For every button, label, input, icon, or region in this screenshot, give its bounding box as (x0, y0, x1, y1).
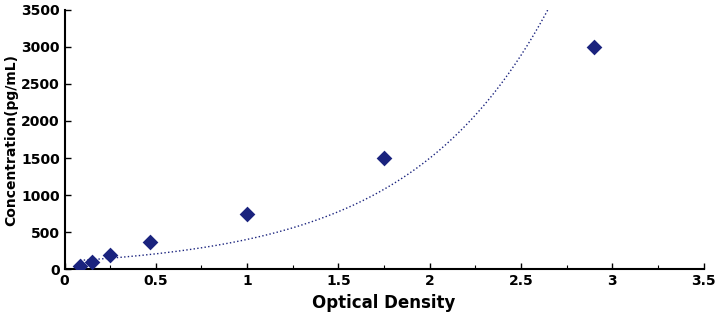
Point (104, 253, 116, 258)
Point (241, 211, 253, 216)
Y-axis label: Concentration(pg/mL): Concentration(pg/mL) (4, 53, 18, 226)
Point (588, 44, 600, 49)
Point (145, 239, 156, 244)
Point (378, 155, 390, 161)
Point (86, 260, 98, 265)
Point (74, 264, 86, 269)
X-axis label: Optical Density: Optical Density (312, 294, 456, 312)
